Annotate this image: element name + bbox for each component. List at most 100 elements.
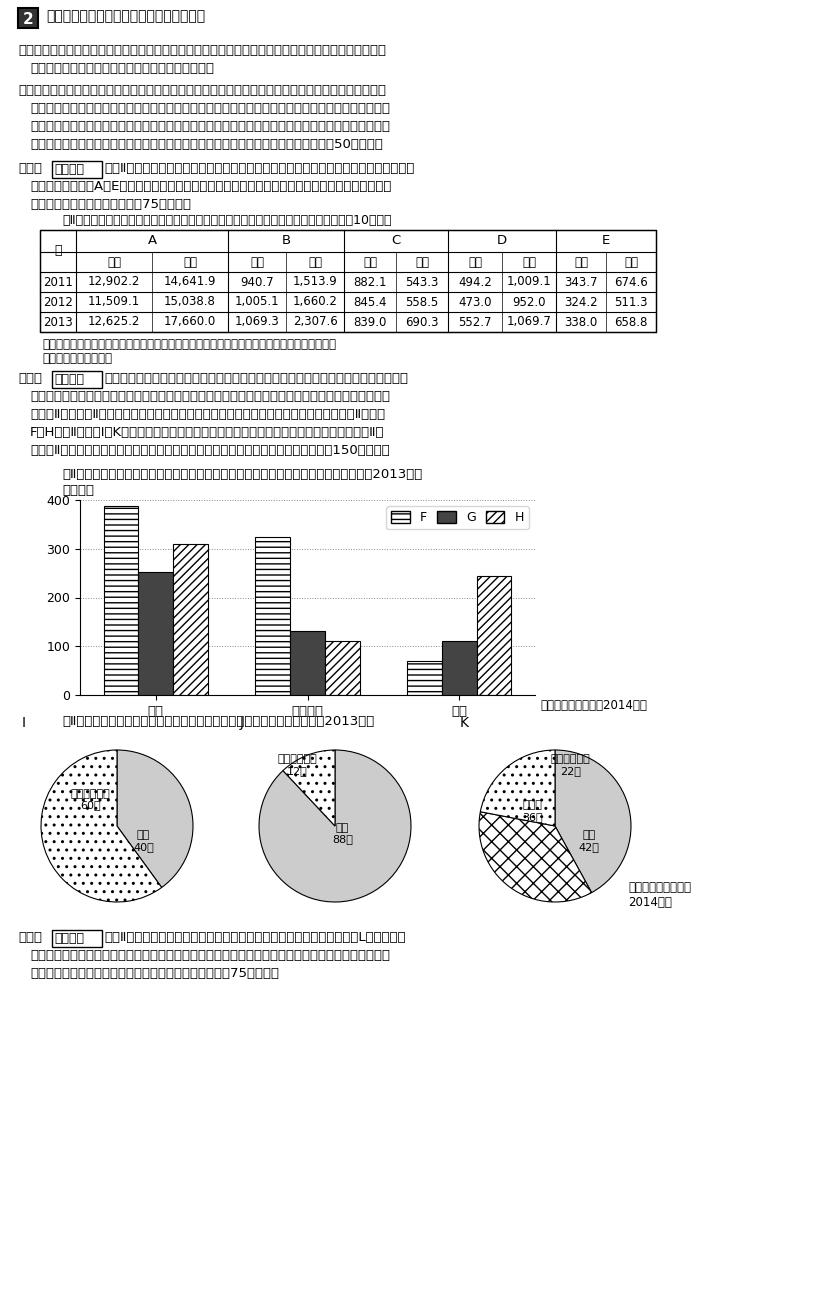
Text: A: A	[147, 235, 157, 247]
Text: 輸入: 輸入	[183, 256, 197, 268]
Text: チェンナイ，ハイデラバードの４つの都市を頂点とする四角形に含まれる地域で栽培が特にさかんな: チェンナイ，ハイデラバードの４つの都市を頂点とする四角形に含まれる地域で栽培が特…	[30, 119, 390, 133]
Text: 1,069.3: 1,069.3	[235, 315, 279, 328]
Text: る理由とともに答えなさい。（75字以内）: る理由とともに答えなさい。（75字以内）	[30, 198, 191, 211]
Text: 出所：財務省貿易統計: 出所：財務省貿易統計	[42, 352, 112, 365]
Text: 2014年版: 2014年版	[628, 895, 672, 909]
Bar	[290, 630, 325, 695]
Bar	[40, 230, 656, 332]
Text: 1,513.9: 1,513.9	[292, 276, 338, 289]
Text: 問５．: 問５．	[18, 931, 42, 944]
Wedge shape	[555, 750, 631, 893]
Text: 輸出: 輸出	[574, 256, 588, 268]
Text: 日系
88％: 日系 88％	[332, 823, 353, 844]
Text: E: E	[602, 235, 610, 247]
Text: 17,660.0: 17,660.0	[164, 315, 216, 328]
Text: 2,307.6: 2,307.6	[292, 315, 338, 328]
Text: K: K	[460, 716, 469, 730]
Text: したものである。A～Eのうち，日本とインドの貿易額を示しているのはどれかを，そのように考え: したものである。A～Eのうち，日本とインドの貿易額を示しているのはどれかを，その…	[30, 180, 391, 193]
Text: 690.3: 690.3	[406, 315, 439, 328]
Text: 論述問題: 論述問題	[54, 373, 84, 386]
Text: インドは世界有数の自動車生産国でもある。メキシコとタイもインドと同様に近年: インドは世界有数の自動車生産国でもある。メキシコとタイもインドと同様に近年	[104, 372, 408, 385]
Text: 558.5: 558.5	[406, 295, 438, 309]
Text: 出所：『通商白書』: 出所：『通商白書』	[628, 881, 691, 894]
Text: 1,009.1: 1,009.1	[507, 276, 551, 289]
Text: 現地系
36％: 現地系 36％	[522, 800, 542, 822]
Bar	[442, 641, 477, 695]
Text: 12,625.2: 12,625.2	[88, 315, 140, 328]
Text: 338.0: 338.0	[564, 315, 597, 328]
Text: 輸入: 輸入	[415, 256, 429, 268]
Text: 552.7: 552.7	[458, 315, 492, 328]
Text: 940.7: 940.7	[241, 276, 274, 289]
Legend: F, G, H: F, G, H	[386, 507, 529, 529]
Text: 12,902.2: 12,902.2	[88, 276, 140, 289]
Text: 2012: 2012	[43, 295, 73, 309]
Text: 15,038.8: 15,038.8	[164, 295, 216, 309]
Bar	[104, 506, 138, 695]
Text: C: C	[391, 235, 401, 247]
Text: 11,509.1: 11,509.1	[88, 295, 140, 309]
Bar	[18, 8, 38, 28]
Text: 845.4: 845.4	[354, 295, 387, 309]
Wedge shape	[117, 750, 193, 888]
Text: 658.8: 658.8	[614, 315, 648, 328]
Bar	[138, 572, 173, 695]
Text: 494.2: 494.2	[458, 276, 492, 289]
Bar	[406, 660, 442, 695]
Text: 343.7: 343.7	[564, 276, 597, 289]
Text: 324.2: 324.2	[564, 295, 597, 309]
Text: 問４．: 問４．	[18, 372, 42, 385]
Text: ものはどれかを答え，この地域でその作物の栽培がさかんな理由を説明しなさい。（50字以内）: ものはどれかを答え，この地域でその作物の栽培がさかんな理由を説明しなさい。（50…	[30, 138, 383, 151]
Text: 問３．: 問３．	[18, 161, 42, 175]
Bar	[52, 372, 102, 389]
Text: 表Ⅱ－１　ブラジル，ロシア，インド，中国，南アフリカと日本との間の貿易　単位（10億円）: 表Ⅱ－１ ブラジル，ロシア，インド，中国，南アフリカと日本との間の貿易 単位（1…	[62, 214, 391, 227]
Text: 自動車産業が急速に発展しているが，インドの自動車産業は，メキシコやタイとは異なった特徴を持: 自動車産業が急速に発展しているが，インドの自動車産業は，メキシコやタイとは異なっ…	[30, 390, 390, 403]
Wedge shape	[41, 750, 162, 902]
Text: 問１．インドと陸上で国境を接している国をすべて答えなさい。その際，その国に首都よりも人口の多: 問１．インドと陸上で国境を接している国をすべて答えなさい。その際，その国に首都よ…	[18, 45, 386, 56]
Text: 輸入: 輸入	[522, 256, 536, 268]
Bar	[52, 930, 102, 947]
Wedge shape	[259, 750, 411, 902]
Text: インドに関する以下の問いに答えなさい。: インドに関する以下の問いに答えなさい。	[46, 9, 205, 24]
Wedge shape	[479, 811, 592, 902]
Bar	[173, 544, 208, 695]
Text: D: D	[497, 235, 507, 247]
Text: 年: 年	[54, 244, 62, 257]
Text: 511.3: 511.3	[614, 295, 648, 309]
Text: 2011: 2011	[43, 276, 73, 289]
Text: （万台）: （万台）	[62, 484, 94, 498]
Text: 2013: 2013	[43, 315, 73, 328]
Bar	[477, 575, 511, 695]
Text: 674.6: 674.6	[614, 276, 648, 289]
Text: 図Ⅱ－１：インド，タイ，メキシコの自動車生産台数，国内販売台数，及び輸出台数（2013年）: 図Ⅱ－１：インド，タイ，メキシコの自動車生産台数，国内販売台数，及び輸出台数（2…	[62, 467, 422, 481]
Text: 農作物が栽培されている地域には違いがある。この３つの農作物のうち，ムンバイ，バンガロール，: 農作物が栽培されている地域には違いがある。この３つの農作物のうち，ムンバイ，バン…	[30, 102, 390, 116]
Text: 952.0: 952.0	[512, 295, 546, 309]
Text: 1,005.1: 1,005.1	[235, 295, 279, 309]
Text: 543.3: 543.3	[406, 276, 438, 289]
Text: １や図Ⅱ－２に示されているような特徴を持つようになった理由を説明しなさい。（150字以内）: １や図Ⅱ－２に示されているような特徴を持つようになった理由を説明しなさい。（15…	[30, 444, 390, 457]
Wedge shape	[480, 750, 555, 826]
Text: 表Ⅱ－２は，インドにおける宗教別の人口比率を示したものである。Lにあたる宗: 表Ⅱ－２は，インドにおける宗教別の人口比率を示したものである。Lにあたる宗	[104, 931, 406, 944]
Text: その他外資系
12％: その他外資系 12％	[277, 755, 317, 776]
Text: ド国内における地域的分布についても言及すること。（75字以内）: ド国内における地域的分布についても言及すること。（75字以内）	[30, 966, 279, 979]
Text: 輸入: 輸入	[624, 256, 638, 268]
Text: 日系
42％: 日系 42％	[579, 830, 600, 852]
Text: 2: 2	[23, 12, 34, 26]
Text: 論述問題: 論述問題	[54, 932, 84, 945]
Text: 注：表中の「輸出」は日本からその国への輸出，「輸入」はその国から日本への輸入を指す。: 注：表中の「輸出」は日本からその国への輸出，「輸入」はその国から日本への輸入を指…	[42, 337, 336, 351]
Text: 839.0: 839.0	[354, 315, 386, 328]
Text: 日系
40％: 日系 40％	[133, 830, 154, 852]
Text: 882.1: 882.1	[354, 276, 387, 289]
Text: い都市がある場合は，その国に下線を引きなさい。: い都市がある場合は，その国に下線を引きなさい。	[30, 62, 214, 75]
Text: その他外資系
60％: その他外資系 60％	[70, 789, 111, 810]
Text: 473.0: 473.0	[458, 295, 492, 309]
Bar	[256, 537, 290, 695]
Text: 輸入: 輸入	[308, 256, 322, 268]
Text: 問２．インドは，小麦，米，綿花のいずれも生産高がここ数年世界２位だが，インド国内でこの３つの: 問２．インドは，小麦，米，綿花のいずれも生産高がここ数年世界２位だが，インド国内…	[18, 84, 386, 97]
Text: 論述問題: 論述問題	[54, 163, 84, 176]
Bar	[52, 161, 102, 179]
Text: 輸出: 輸出	[107, 256, 121, 268]
Wedge shape	[283, 750, 335, 826]
Text: 1,660.2: 1,660.2	[292, 295, 338, 309]
Text: 1,069.7: 1,069.7	[506, 315, 551, 328]
